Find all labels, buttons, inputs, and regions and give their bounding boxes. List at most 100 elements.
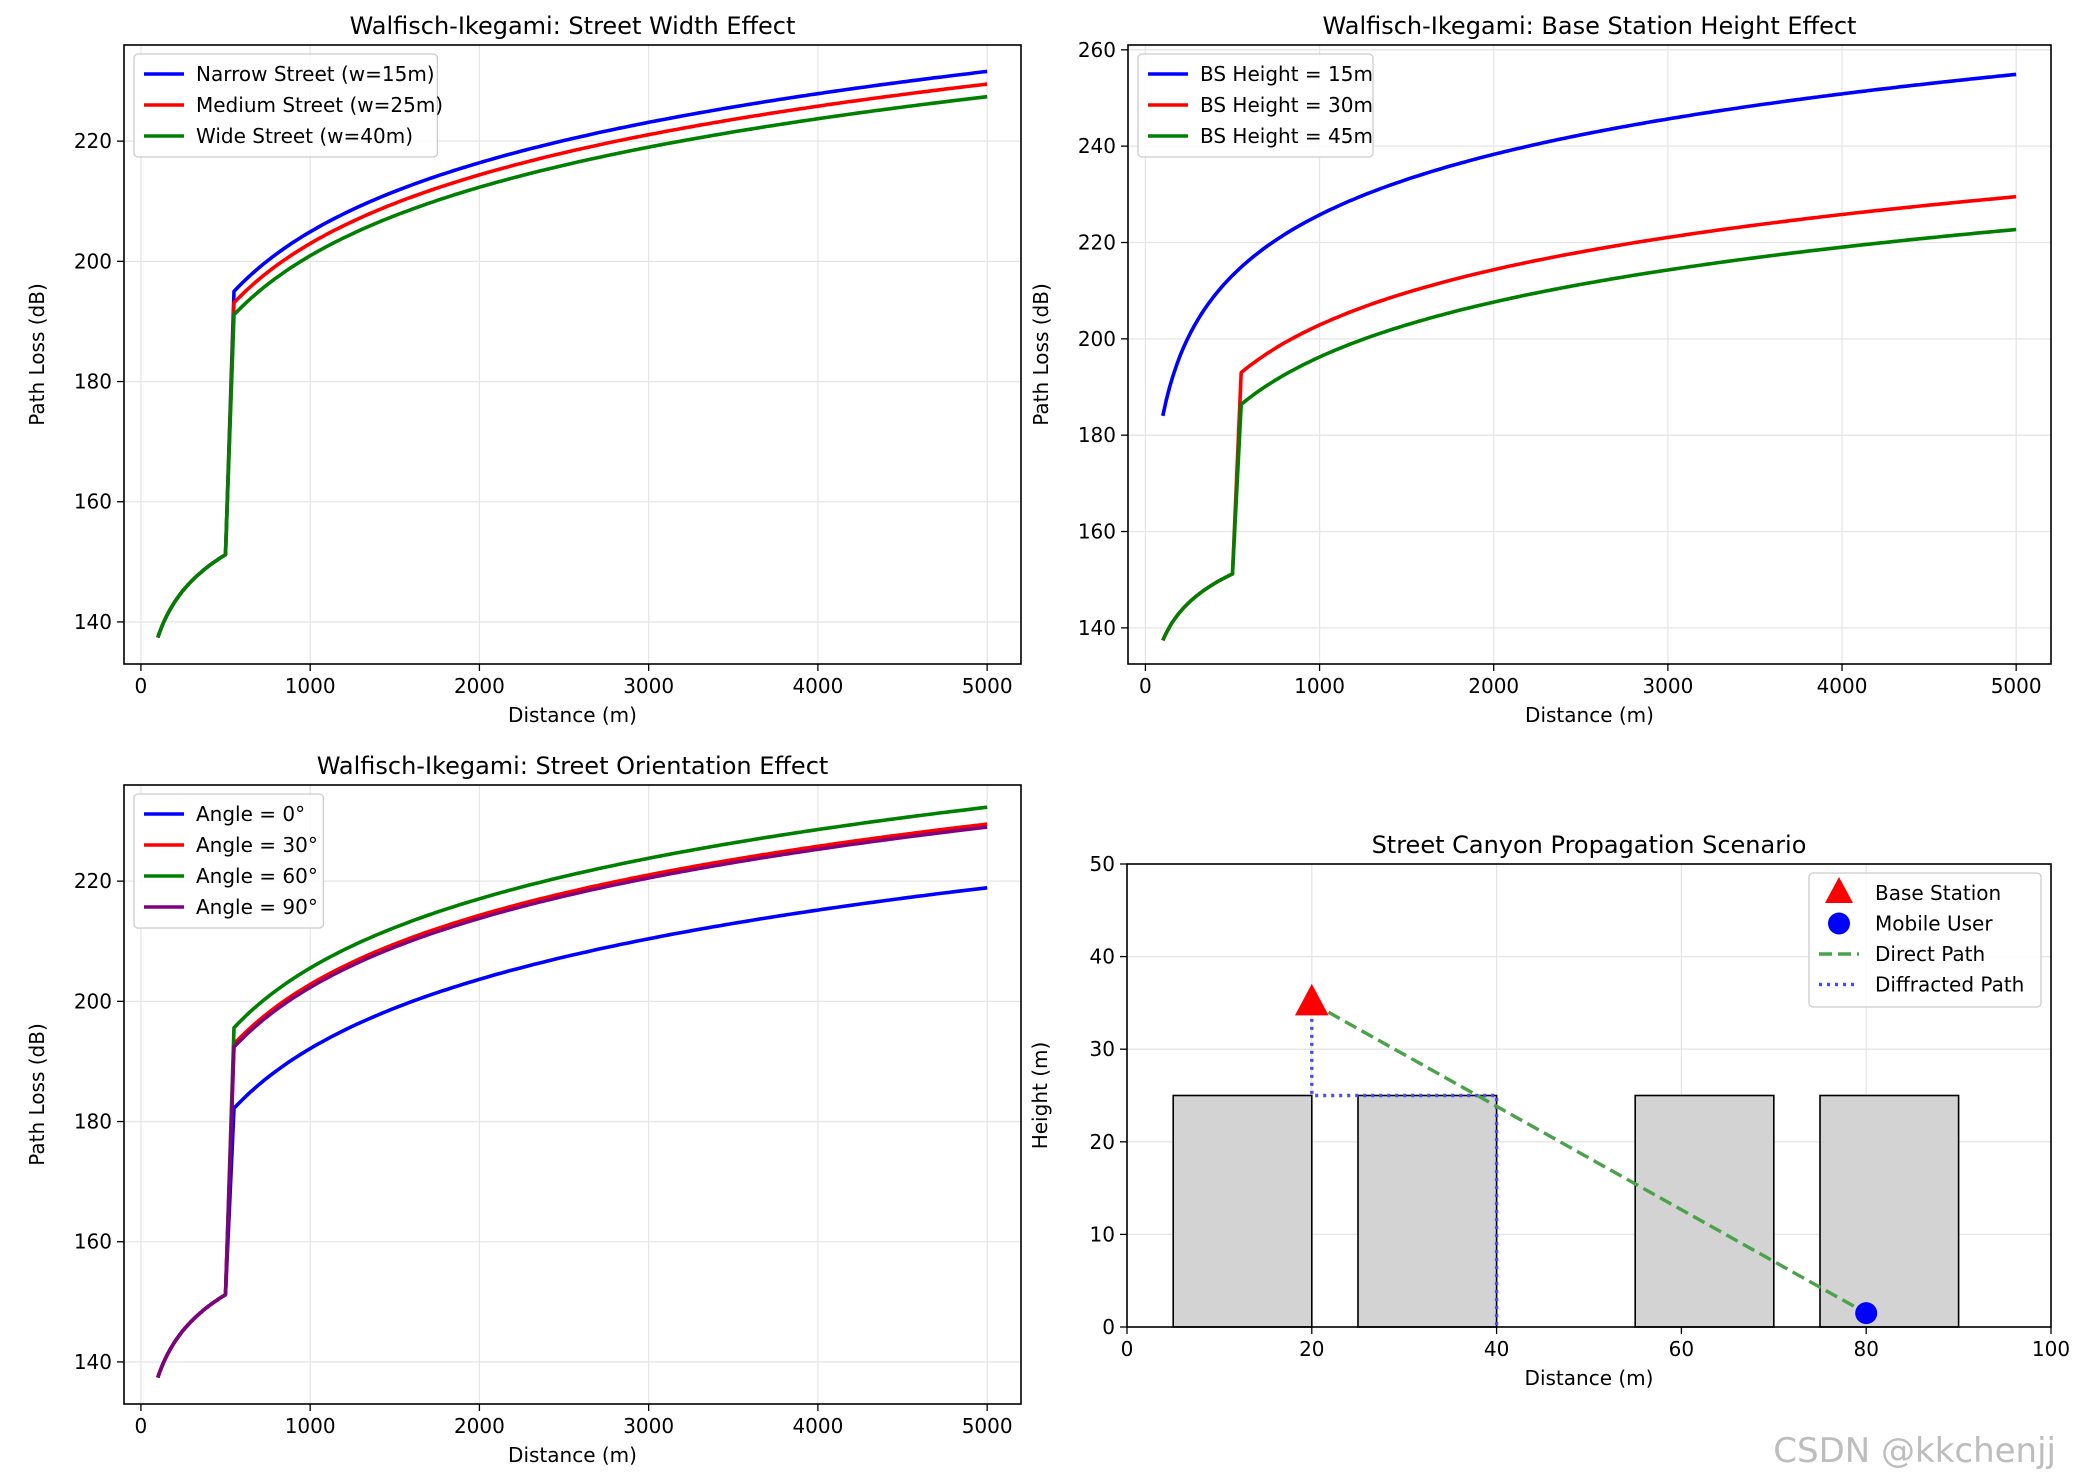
series-line (1161, 72, 2017, 417)
x-tick-label: 20 (1299, 1337, 1324, 1361)
building (1172, 1094, 1313, 1328)
legend-box (133, 53, 439, 158)
y-tick-label: 160 (74, 490, 112, 514)
building (1357, 1094, 1498, 1328)
x-tick-label: 4000 (792, 1414, 843, 1438)
x-tick-label: 40 (1484, 1337, 1509, 1361)
x-tick-label: 5000 (1991, 674, 2042, 698)
subplot-street-orientation: 0 1000 2000 3000 4000 5000 140 160 180 200 220 Walf… (25, 752, 1022, 1467)
y-tick-label: 220 (74, 869, 112, 893)
chart-title: Walfisch-Ikegami: Street Orientation Eff… (317, 752, 829, 780)
x-tick-label: 2000 (1468, 674, 1519, 698)
mobile-user-marker (1855, 1302, 1878, 1325)
legend-label: BS Height = 30m (1200, 93, 1373, 117)
y-tick-label: 0 (1102, 1315, 1115, 1339)
axes-frame (123, 44, 1022, 665)
y-tick-label: 180 (74, 1110, 112, 1134)
series-line (1161, 227, 2017, 642)
building (1819, 1094, 1960, 1328)
y-tick-label: 220 (74, 129, 112, 153)
y-tick-label: 240 (1078, 134, 1116, 158)
x-tick-label: 1000 (285, 674, 336, 698)
legend-label: Angle = 60° (196, 864, 318, 888)
legend-label: Angle = 30° (196, 833, 318, 857)
chart-title: Walfisch-Ikegami: Base Station Height Ef… (1323, 12, 1857, 40)
y-axis-label: Path Loss (dB) (25, 283, 49, 426)
y-tick-label: 40 (1090, 945, 1115, 969)
building (1634, 1094, 1775, 1328)
x-tick-label: 1000 (1294, 674, 1345, 698)
x-tick-label: 3000 (623, 1414, 674, 1438)
legend-label: Diffracted Path (1875, 973, 2024, 997)
y-tick-label: 160 (1078, 520, 1116, 544)
x-tick-label: 5000 (962, 674, 1013, 698)
y-tick-label: 180 (74, 370, 112, 394)
legend-label: Wide Street (w=40m) (196, 124, 413, 148)
axes-frame (123, 784, 1022, 1405)
x-tick-label: 0 (135, 1414, 148, 1438)
series-line (156, 94, 988, 639)
axes-frame (1126, 863, 2052, 1328)
y-tick-label: 50 (1090, 852, 1115, 876)
series-line (1161, 194, 2017, 642)
chart-title: Walfisch-Ikegami: Street Width Effect (350, 12, 796, 40)
y-tick-label: 140 (1078, 616, 1116, 640)
watermark: CSDN @kkchenjj (1773, 1431, 2056, 1471)
x-tick-label: 5000 (962, 1414, 1013, 1438)
direct-path-line (1310, 1001, 1868, 1315)
x-tick-label: 60 (1669, 1337, 1694, 1361)
diffracted-path-line (1310, 1002, 1499, 1327)
y-tick-label: 200 (74, 249, 112, 273)
legend-label: Angle = 0° (196, 802, 305, 826)
legend-box (133, 793, 325, 929)
legend-triangle (1825, 877, 1853, 903)
x-tick-label: 3000 (1642, 674, 1693, 698)
chart-title: Street Canyon Propagation Scenario (1372, 831, 1807, 859)
legend-label: Angle = 90° (196, 895, 318, 919)
y-axis-label: Path Loss (dB) (25, 1023, 49, 1166)
y-tick-label: 20 (1090, 1130, 1115, 1154)
x-tick-label: 4000 (1817, 674, 1868, 698)
y-tick-label: 180 (1078, 423, 1116, 447)
x-tick-label: 0 (1121, 1337, 1134, 1361)
y-tick-label: 140 (74, 610, 112, 634)
x-tick-label: 0 (135, 674, 148, 698)
y-tick-label: 10 (1090, 1222, 1115, 1246)
legend-label: Direct Path (1875, 942, 1985, 966)
base-station-marker (1294, 983, 1329, 1016)
series-line (156, 825, 988, 1379)
x-tick-label: 1000 (285, 1414, 336, 1438)
series-line (156, 886, 988, 1379)
y-tick-label: 200 (1078, 327, 1116, 351)
y-tick-label: 160 (74, 1230, 112, 1254)
x-axis-label: Distance (m) (1525, 1366, 1654, 1390)
y-tick-label: 140 (74, 1350, 112, 1374)
legend-label: BS Height = 45m (1200, 124, 1373, 148)
legend-circle (1828, 912, 1850, 935)
x-tick-label: 3000 (623, 674, 674, 698)
legend-label: BS Height = 15m (1200, 62, 1373, 86)
y-tick-label: 30 (1090, 1037, 1115, 1061)
legend-label: Base Station (1875, 881, 2001, 905)
legend-label: Medium Street (w=25m) (196, 93, 443, 117)
legend-label: Mobile User (1875, 912, 1993, 936)
axes-frame (1127, 44, 2052, 665)
y-axis-label: Path Loss (dB) (1029, 283, 1053, 426)
x-tick-label: 2000 (454, 674, 505, 698)
legend-label: Narrow Street (w=15m) (196, 62, 435, 86)
x-tick-label: 4000 (792, 674, 843, 698)
legend-box (1137, 53, 1374, 158)
y-axis-label: Height (m) (1028, 1042, 1052, 1150)
x-tick-label: 80 (1853, 1337, 1878, 1361)
x-tick-label: 100 (2032, 1337, 2070, 1361)
x-tick-label: 0 (1139, 674, 1152, 698)
legend-box (1808, 872, 2042, 1008)
subplot-street-width: 0 1000 2000 3000 4000 5000 140 160 180 200 220 Walf… (25, 12, 1022, 727)
x-tick-label: 2000 (454, 1414, 505, 1438)
y-tick-label: 200 (74, 989, 112, 1013)
y-tick-label: 260 (1078, 38, 1116, 62)
series-line (156, 82, 988, 639)
subplot-street-canyon: 0 20 40 60 80 100 0 10 20 30 40 50 Street Canyon Pro… (1028, 831, 2070, 1390)
x-axis-label: Distance (m) (508, 1443, 637, 1467)
